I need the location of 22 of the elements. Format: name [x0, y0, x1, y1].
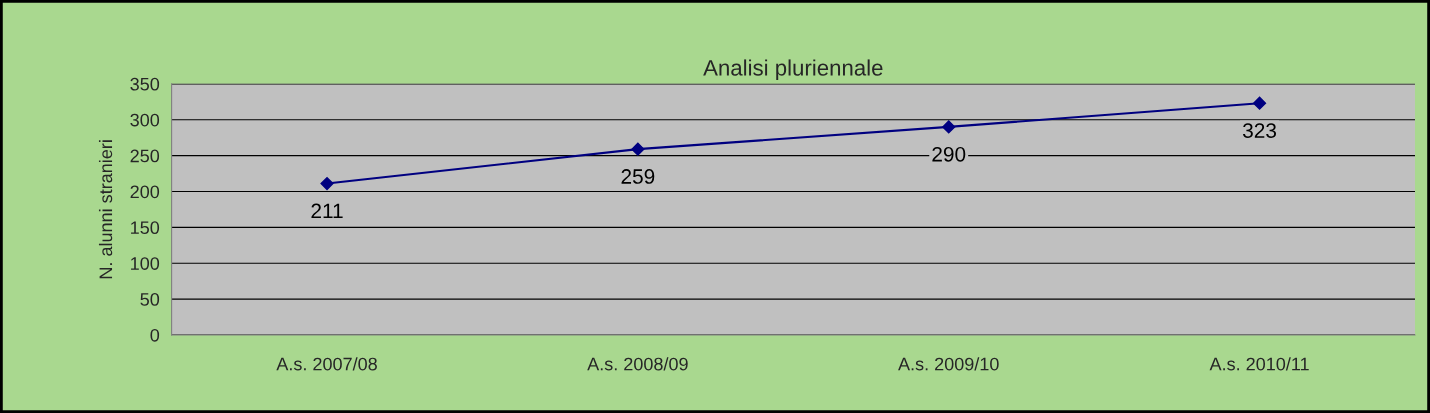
point [1252, 96, 1267, 110]
y-tick-label: 100 [131, 257, 160, 270]
y-tick-label: 0 [150, 328, 160, 342]
y-tick-label: 350 [130, 77, 160, 91]
x-tick-label: A.s. 2009/10 [898, 357, 999, 371]
chart-title: Analisi pluriennale [703, 59, 883, 81]
point [320, 176, 334, 191]
y-tick-label: 250 [130, 149, 160, 163]
data-label: 259 [621, 169, 655, 184]
x-tick-label: A.s. 2007/08 [276, 357, 377, 371]
x-tick-label: A.s. 2008/09 [587, 357, 688, 371]
y-tick-label: 200 [130, 185, 160, 199]
y-tick-label: 50 [140, 293, 160, 306]
data-label: 211 [311, 203, 343, 219]
x-tick-label: A.s. 2010/11 [1209, 357, 1309, 371]
point [942, 120, 956, 134]
data-label: 290 [932, 146, 966, 162]
y-axis-title: N. alunni stranieri [98, 140, 113, 279]
y-tick-label: 300 [130, 113, 160, 127]
data-label: 323 [1242, 123, 1277, 138]
y-tick-label: 150 [131, 221, 160, 235]
point [631, 142, 645, 156]
